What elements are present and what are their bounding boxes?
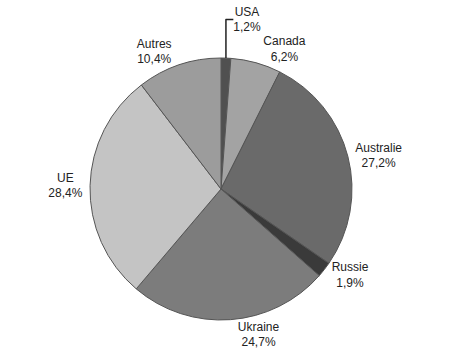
svg-text:UE28,4%: UE28,4% <box>48 171 82 201</box>
svg-text:Russie1,9%: Russie1,9% <box>332 260 369 290</box>
svg-text:Ukraine24,7%: Ukraine24,7% <box>238 320 280 350</box>
svg-text:Canada6,2%: Canada6,2% <box>263 34 305 64</box>
svg-text:Australie27,2%: Australie27,2% <box>355 141 402 171</box>
svg-text:USA1,2%: USA1,2% <box>233 5 261 35</box>
svg-text:Autres10,4%: Autres10,4% <box>137 37 172 67</box>
